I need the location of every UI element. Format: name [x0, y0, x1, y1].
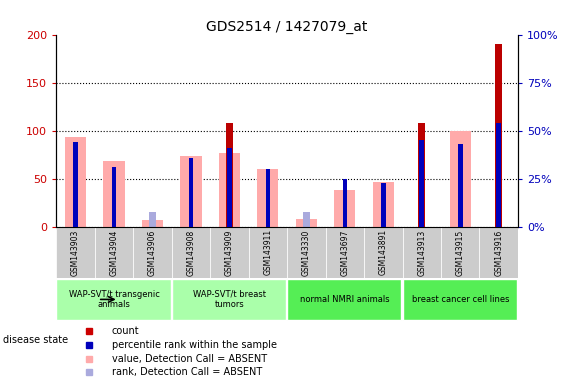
- Bar: [334, 190, 355, 227]
- Bar: [303, 212, 310, 227]
- Text: rank, Detection Call = ABSENT: rank, Detection Call = ABSENT: [111, 367, 262, 377]
- Bar: [381, 182, 386, 227]
- Text: GSM143906: GSM143906: [148, 229, 157, 276]
- Bar: [172, 227, 210, 278]
- Bar: [257, 169, 279, 227]
- Bar: [403, 227, 441, 278]
- Bar: [418, 123, 425, 227]
- Text: breast cancer cell lines: breast cancer cell lines: [412, 295, 509, 304]
- Bar: [226, 123, 233, 227]
- Bar: [172, 279, 286, 320]
- Bar: [73, 142, 78, 227]
- Bar: [364, 227, 403, 278]
- Text: GSM143330: GSM143330: [302, 229, 311, 276]
- Bar: [65, 137, 86, 227]
- Bar: [441, 227, 480, 278]
- Bar: [450, 131, 471, 227]
- Bar: [458, 144, 463, 227]
- Bar: [142, 220, 163, 227]
- Bar: [403, 279, 517, 320]
- Bar: [104, 161, 124, 227]
- Bar: [325, 227, 364, 278]
- Bar: [342, 179, 347, 227]
- Text: GSM143697: GSM143697: [341, 229, 349, 276]
- Text: GSM143915: GSM143915: [456, 229, 464, 276]
- Text: GSM143891: GSM143891: [379, 229, 388, 275]
- Bar: [287, 227, 325, 278]
- Bar: [219, 153, 240, 227]
- Bar: [497, 123, 501, 227]
- Bar: [373, 182, 394, 227]
- Text: GSM143913: GSM143913: [417, 229, 426, 276]
- Bar: [287, 279, 401, 320]
- Bar: [210, 227, 249, 278]
- Bar: [180, 156, 202, 227]
- Bar: [227, 148, 232, 227]
- Bar: [480, 227, 518, 278]
- Bar: [56, 227, 95, 278]
- Text: WAP-SVT/t breast
tumors: WAP-SVT/t breast tumors: [193, 290, 266, 309]
- Bar: [296, 219, 317, 227]
- Text: GSM143909: GSM143909: [225, 229, 234, 276]
- Text: value, Detection Call = ABSENT: value, Detection Call = ABSENT: [111, 354, 267, 364]
- Text: GSM143903: GSM143903: [71, 229, 80, 276]
- Text: GSM143908: GSM143908: [186, 229, 195, 276]
- Bar: [133, 227, 172, 278]
- Text: GSM143904: GSM143904: [110, 229, 118, 276]
- Title: GDS2514 / 1427079_at: GDS2514 / 1427079_at: [207, 20, 368, 33]
- Bar: [189, 157, 193, 227]
- Text: normal NMRI animals: normal NMRI animals: [300, 295, 390, 304]
- Bar: [266, 169, 270, 227]
- Text: disease state: disease state: [3, 335, 68, 345]
- Text: WAP-SVT/t transgenic
animals: WAP-SVT/t transgenic animals: [69, 290, 159, 309]
- Bar: [249, 227, 287, 278]
- Text: GSM143916: GSM143916: [494, 229, 503, 276]
- Text: percentile rank within the sample: percentile rank within the sample: [111, 340, 276, 350]
- Text: GSM143911: GSM143911: [263, 229, 272, 275]
- Text: count: count: [111, 326, 139, 336]
- Bar: [149, 212, 156, 227]
- Bar: [95, 227, 133, 278]
- Bar: [495, 44, 502, 227]
- Bar: [56, 279, 171, 320]
- Bar: [111, 167, 117, 227]
- Bar: [419, 140, 424, 227]
